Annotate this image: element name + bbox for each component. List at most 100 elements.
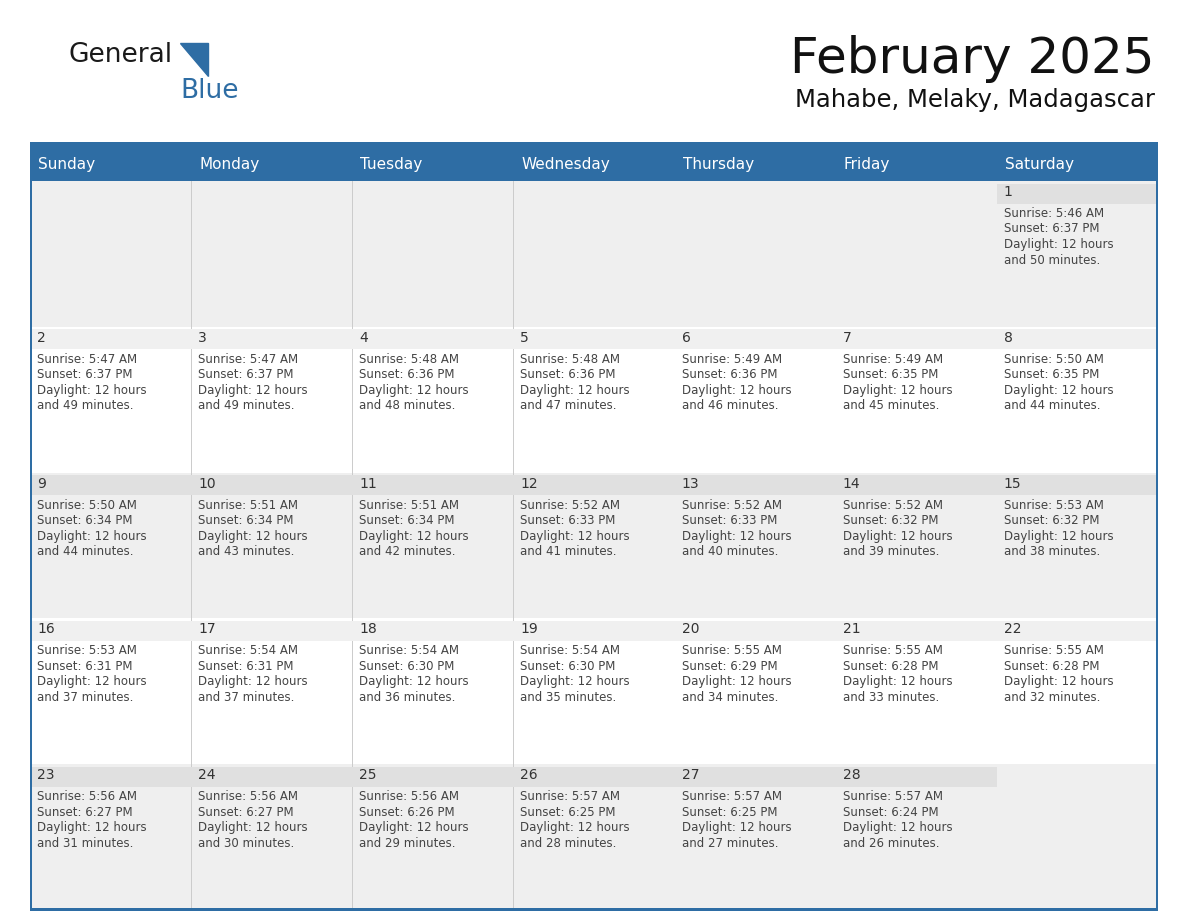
Text: and 48 minutes.: and 48 minutes.: [359, 399, 456, 412]
Bar: [353, 327, 513, 473]
Bar: [997, 764, 1158, 910]
Text: and 42 minutes.: and 42 minutes.: [359, 545, 456, 558]
Text: 19: 19: [520, 622, 538, 636]
Bar: [30, 330, 191, 350]
Text: Daylight: 12 hours: Daylight: 12 hours: [682, 384, 791, 397]
Text: Sunset: 6:36 PM: Sunset: 6:36 PM: [359, 368, 455, 381]
Text: Thursday: Thursday: [683, 156, 753, 172]
Bar: [835, 476, 997, 495]
Bar: [353, 764, 513, 910]
Text: Daylight: 12 hours: Daylight: 12 hours: [1004, 384, 1113, 397]
Bar: [997, 327, 1158, 473]
Text: and 36 minutes.: and 36 minutes.: [359, 691, 456, 704]
Text: 23: 23: [37, 768, 55, 782]
Text: Sunrise: 5:56 AM: Sunrise: 5:56 AM: [359, 790, 460, 803]
Bar: [513, 476, 675, 495]
Text: Saturday: Saturday: [1005, 156, 1074, 172]
Text: Sunrise: 5:52 AM: Sunrise: 5:52 AM: [682, 498, 782, 511]
Bar: [513, 621, 675, 641]
Text: 22: 22: [1004, 622, 1022, 636]
Text: Daylight: 12 hours: Daylight: 12 hours: [198, 530, 308, 543]
Text: Sunset: 6:36 PM: Sunset: 6:36 PM: [682, 368, 777, 381]
Bar: [30, 147, 1158, 181]
Bar: [353, 476, 513, 495]
Text: 9: 9: [37, 476, 46, 490]
Text: Sunset: 6:28 PM: Sunset: 6:28 PM: [842, 660, 939, 673]
Text: Sunset: 6:27 PM: Sunset: 6:27 PM: [198, 806, 293, 819]
Text: Sunrise: 5:56 AM: Sunrise: 5:56 AM: [198, 790, 298, 803]
Text: Tuesday: Tuesday: [360, 156, 423, 172]
Bar: [353, 181, 513, 327]
Bar: [997, 476, 1158, 495]
Text: and 29 minutes.: and 29 minutes.: [359, 836, 456, 850]
Bar: [675, 330, 835, 350]
Bar: [835, 621, 997, 641]
Text: Sunset: 6:33 PM: Sunset: 6:33 PM: [682, 514, 777, 527]
Bar: [30, 473, 191, 619]
Bar: [30, 619, 1158, 621]
Text: and 30 minutes.: and 30 minutes.: [198, 836, 295, 850]
Text: 15: 15: [1004, 476, 1022, 490]
Text: Sunrise: 5:47 AM: Sunrise: 5:47 AM: [198, 353, 298, 365]
Text: Daylight: 12 hours: Daylight: 12 hours: [842, 530, 953, 543]
Text: Sunset: 6:33 PM: Sunset: 6:33 PM: [520, 514, 615, 527]
Text: Sunrise: 5:52 AM: Sunrise: 5:52 AM: [520, 498, 620, 511]
Text: Sunrise: 5:51 AM: Sunrise: 5:51 AM: [198, 498, 298, 511]
Text: and 49 minutes.: and 49 minutes.: [198, 399, 295, 412]
Text: 25: 25: [359, 768, 377, 782]
Bar: [191, 767, 353, 787]
Text: Sunset: 6:29 PM: Sunset: 6:29 PM: [682, 660, 777, 673]
Text: 18: 18: [359, 622, 377, 636]
Text: Daylight: 12 hours: Daylight: 12 hours: [37, 822, 146, 834]
Text: Daylight: 12 hours: Daylight: 12 hours: [520, 822, 630, 834]
Text: Daylight: 12 hours: Daylight: 12 hours: [682, 530, 791, 543]
Text: Sunset: 6:26 PM: Sunset: 6:26 PM: [359, 806, 455, 819]
Text: 6: 6: [682, 330, 690, 345]
Text: Daylight: 12 hours: Daylight: 12 hours: [520, 676, 630, 688]
Text: Daylight: 12 hours: Daylight: 12 hours: [842, 822, 953, 834]
Text: Sunset: 6:32 PM: Sunset: 6:32 PM: [842, 514, 939, 527]
Text: Sunset: 6:28 PM: Sunset: 6:28 PM: [1004, 660, 1099, 673]
Bar: [191, 330, 353, 350]
Text: Sunset: 6:35 PM: Sunset: 6:35 PM: [842, 368, 939, 381]
Text: Daylight: 12 hours: Daylight: 12 hours: [1004, 238, 1113, 251]
Text: 26: 26: [520, 768, 538, 782]
Bar: [191, 327, 353, 473]
Text: Daylight: 12 hours: Daylight: 12 hours: [37, 676, 146, 688]
Text: and 34 minutes.: and 34 minutes.: [682, 691, 778, 704]
Text: 28: 28: [842, 768, 860, 782]
Bar: [30, 327, 191, 473]
Text: Sunset: 6:35 PM: Sunset: 6:35 PM: [1004, 368, 1099, 381]
Text: Sunrise: 5:48 AM: Sunrise: 5:48 AM: [520, 353, 620, 365]
Bar: [1156, 147, 1158, 910]
Text: 8: 8: [1004, 330, 1012, 345]
Text: 20: 20: [682, 622, 699, 636]
Bar: [835, 767, 997, 787]
Bar: [675, 473, 835, 619]
Text: 5: 5: [520, 330, 529, 345]
Text: Sunrise: 5:50 AM: Sunrise: 5:50 AM: [1004, 353, 1104, 365]
Bar: [191, 621, 353, 641]
Bar: [997, 330, 1158, 350]
Text: 27: 27: [682, 768, 699, 782]
Text: Daylight: 12 hours: Daylight: 12 hours: [198, 676, 308, 688]
Text: 16: 16: [37, 622, 55, 636]
Text: Daylight: 12 hours: Daylight: 12 hours: [682, 676, 791, 688]
Bar: [30, 764, 1158, 767]
Text: Daylight: 12 hours: Daylight: 12 hours: [359, 676, 469, 688]
Text: Wednesday: Wednesday: [522, 156, 611, 172]
Text: Sunset: 6:37 PM: Sunset: 6:37 PM: [37, 368, 133, 381]
Text: Sunset: 6:32 PM: Sunset: 6:32 PM: [1004, 514, 1099, 527]
Bar: [30, 908, 1158, 911]
Text: Sunset: 6:36 PM: Sunset: 6:36 PM: [520, 368, 615, 381]
Bar: [30, 476, 191, 495]
Text: Daylight: 12 hours: Daylight: 12 hours: [359, 822, 469, 834]
Text: and 32 minutes.: and 32 minutes.: [1004, 691, 1100, 704]
Text: 10: 10: [198, 476, 216, 490]
Text: Daylight: 12 hours: Daylight: 12 hours: [1004, 676, 1113, 688]
Bar: [513, 764, 675, 910]
Bar: [513, 327, 675, 473]
Text: and 40 minutes.: and 40 minutes.: [682, 545, 778, 558]
Text: Daylight: 12 hours: Daylight: 12 hours: [37, 530, 146, 543]
Polygon shape: [181, 43, 208, 76]
